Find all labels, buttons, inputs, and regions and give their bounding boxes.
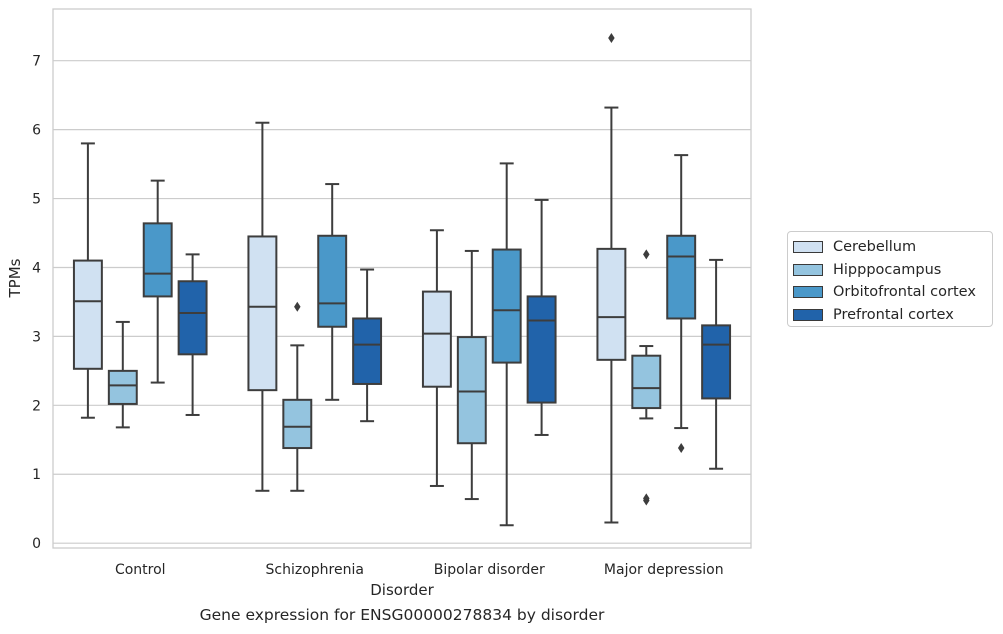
iqr-box: [142, 222, 173, 298]
box-0-1: [107, 320, 138, 429]
y-tick-label: 5: [32, 192, 41, 208]
iqr-box: [631, 354, 662, 410]
legend-label: Cerebellum: [833, 239, 917, 256]
box-3-0: [596, 32, 627, 524]
box-3-2: [666, 154, 697, 454]
iqr-box: [456, 336, 487, 445]
outlier-point: [294, 301, 301, 312]
x-tick-label: Control: [115, 562, 166, 578]
legend-item: Prefrontal cortex: [788, 304, 992, 327]
legend-swatch: [793, 286, 823, 299]
legend-item: Orbitofrontal cortex: [788, 281, 992, 304]
figure-caption: Gene expression for ENSG00000278834 by d…: [199, 606, 605, 624]
x-tick-label: Schizophrenia: [266, 562, 364, 578]
legend-swatch: [793, 241, 823, 254]
legend-item: Cerebellum: [788, 236, 992, 259]
iqr-box: [352, 317, 383, 385]
outlier-point: [608, 32, 615, 43]
box-0-0: [72, 142, 103, 419]
iqr-box: [666, 234, 697, 320]
box-2-1: [456, 249, 487, 501]
legend-label: Hipppocampus: [833, 261, 942, 278]
y-tick-label: 3: [32, 329, 41, 345]
box-2-2: [491, 162, 522, 527]
legend: Cerebellum Hipppocampus Orbitofrontal cort…: [787, 231, 993, 327]
box-1-2: [317, 183, 348, 401]
legend-swatch: [793, 263, 823, 276]
y-tick-label: 4: [32, 260, 41, 276]
iqr-box: [317, 234, 348, 328]
box-2-0: [421, 229, 452, 487]
y-tick-label: 2: [32, 398, 41, 414]
box-marks: [72, 32, 732, 527]
iqr-box: [107, 369, 138, 405]
iqr-box: [282, 398, 313, 450]
outlier-point: [677, 443, 685, 454]
box-3-3: [701, 258, 732, 470]
box-0-2: [142, 179, 173, 384]
y-tick-label: 1: [32, 467, 41, 483]
iqr-box: [177, 280, 208, 356]
y-tick-label: 6: [32, 123, 41, 139]
legend-swatch: [793, 308, 823, 321]
box-1-0: [247, 121, 278, 492]
iqr-box: [526, 295, 557, 404]
box-3-1: [631, 249, 662, 506]
iqr-box: [247, 235, 278, 392]
iqr-box: [596, 247, 627, 361]
iqr-box: [701, 324, 732, 400]
y-tick-labels: 0 1 2 3 4 5 6 7: [32, 54, 41, 552]
y-tick-label: 0: [32, 536, 41, 552]
plot-area-frame: [52, 8, 752, 549]
outlier-point: [643, 493, 650, 504]
x-tick-label: Bipolar disorder: [434, 562, 545, 578]
outlier-point: [643, 249, 650, 260]
x-tick-label: Major depression: [604, 562, 724, 578]
box-0-3: [177, 253, 208, 416]
y-axis-label: TPMs: [6, 258, 24, 298]
y-tick-label: 7: [32, 54, 41, 70]
legend-item: Hipppocampus: [788, 259, 992, 282]
iqr-box: [491, 248, 522, 364]
iqr-box: [72, 259, 103, 370]
box-1-3: [352, 268, 383, 423]
x-axis-label: Disorder: [370, 581, 434, 599]
box-2-3: [526, 198, 557, 436]
x-tick-labels: Control Schizophrenia Bipolar disorder Majo…: [115, 562, 724, 578]
box-1-1: [282, 301, 313, 492]
legend-label: Orbitofrontal cortex: [833, 284, 976, 301]
iqr-box: [421, 290, 452, 388]
legend-label: Prefrontal cortex: [833, 306, 954, 323]
